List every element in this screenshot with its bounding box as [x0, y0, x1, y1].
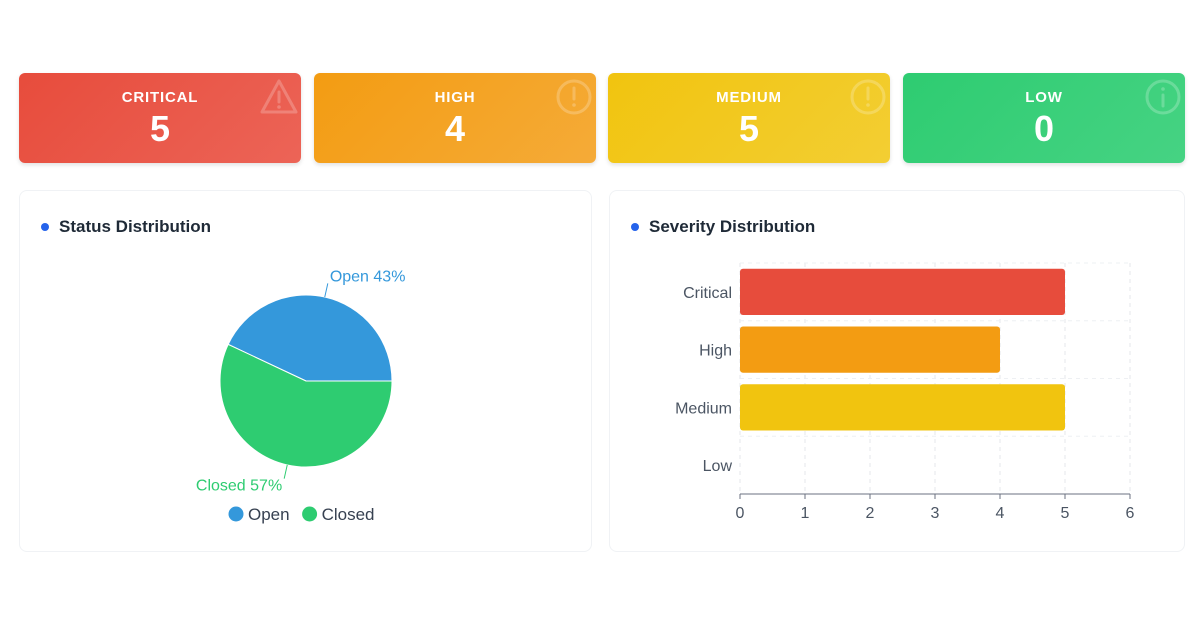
info-circle-icon — [1145, 79, 1181, 115]
y-tick-label-critical: Critical — [683, 285, 732, 302]
y-tick-label-low: Low — [703, 458, 733, 475]
low-count: 0 — [1033, 108, 1055, 149]
legend-swatch-closed[interactable] — [302, 506, 318, 522]
status-panel-title: Status Distribution — [41, 217, 211, 237]
summary-cards: CRITICAL 5 HIGH 4 MEDIUM 5 LOW 0 — [19, 73, 1185, 163]
bar-critical[interactable] — [740, 268, 1065, 315]
status-distribution-panel: Status Distribution Open 43% Closed 57% Op… — [19, 190, 592, 552]
legend-swatch-open[interactable] — [228, 506, 244, 522]
warning-triangle-icon — [260, 79, 298, 114]
medium-card[interactable]: MEDIUM 5 — [608, 73, 890, 163]
severity-distribution-panel: Severity Distribution Critical High Medium… — [609, 190, 1185, 552]
medium-label: MEDIUM — [716, 89, 782, 106]
high-card[interactable]: HIGH 4 — [314, 73, 596, 163]
status-pie-chart: Open 43% Closed 57% Open Closed — [196, 268, 406, 524]
critical-card[interactable]: CRITICAL 5 — [19, 73, 301, 163]
x-tick-label: 6 — [1126, 505, 1135, 522]
medium-count: 5 — [738, 108, 760, 149]
legend-label-closed[interactable]: Closed — [322, 505, 375, 524]
pie-slice-open[interactable] — [227, 294, 393, 382]
severity-panel-title: Severity Distribution — [631, 217, 815, 237]
x-tick-label: 4 — [996, 505, 1005, 522]
exclamation-circle-icon — [850, 79, 886, 115]
legend-label-open[interactable]: Open — [248, 505, 290, 524]
critical-label: CRITICAL — [121, 89, 199, 106]
x-tick-label: 1 — [801, 505, 810, 522]
y-tick-label-medium: Medium — [675, 400, 732, 417]
x-tick-label: 0 — [736, 505, 745, 522]
title-dot — [631, 223, 639, 231]
low-card[interactable]: LOW 0 — [903, 73, 1185, 163]
x-tick-label: 2 — [866, 505, 875, 522]
critical-count: 5 — [149, 108, 171, 149]
pie-label-line — [283, 464, 288, 479]
y-tick-label-high: High — [699, 343, 732, 360]
pie-label-open: Open 43% — [330, 268, 406, 285]
high-count: 4 — [444, 108, 466, 149]
status-panel-title-text: Status Distribution — [59, 217, 212, 236]
bar-high[interactable] — [740, 326, 1000, 373]
low-label: LOW — [1025, 89, 1063, 106]
high-label: HIGH — [434, 89, 476, 106]
severity-bar-chart: Critical High Medium Low 0 1 2 3 4 5 6 — [675, 262, 1135, 522]
bar-medium[interactable] — [740, 384, 1065, 431]
x-tick-label: 3 — [931, 505, 940, 522]
pie-label-line — [324, 283, 329, 298]
exclamation-circle-icon — [556, 79, 592, 115]
title-dot — [41, 223, 49, 231]
severity-panel-title-text: Severity Distribution — [649, 217, 816, 236]
pie-label-closed: Closed 57% — [196, 478, 282, 495]
x-tick-label: 5 — [1061, 505, 1070, 522]
